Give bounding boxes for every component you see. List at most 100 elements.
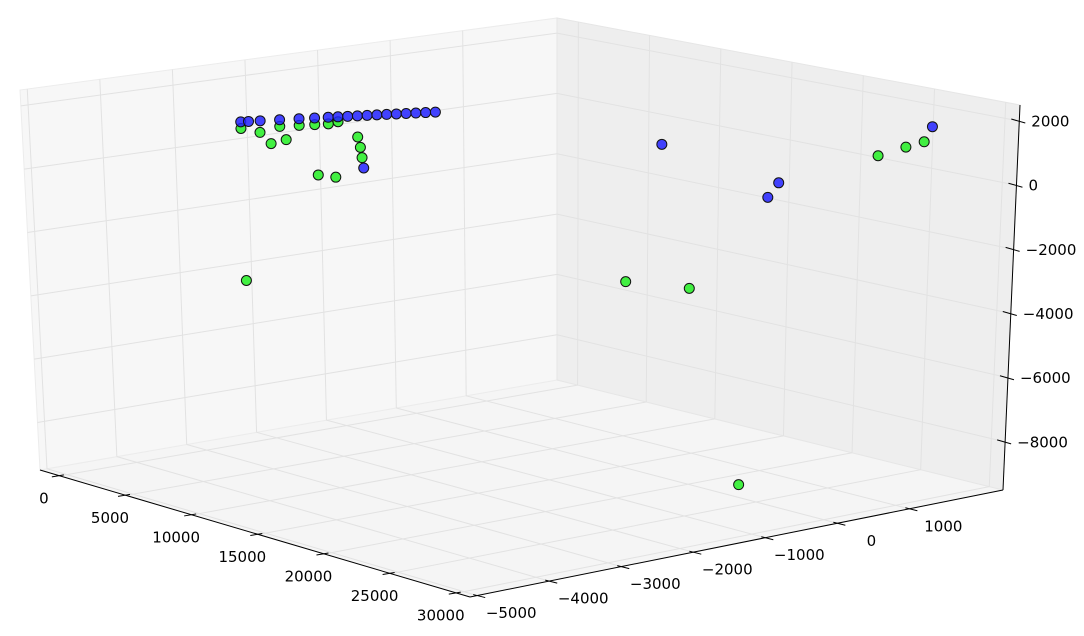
grid-line <box>34 273 558 360</box>
tick-mark <box>761 536 774 541</box>
grid-line <box>192 418 715 516</box>
tick-mark <box>448 591 461 595</box>
tick-mark <box>617 565 630 570</box>
point <box>352 131 364 143</box>
tick-mark <box>545 579 558 584</box>
z-axis-line <box>1002 104 1021 491</box>
point <box>733 479 745 491</box>
grid-line <box>556 334 1006 443</box>
tick-mark <box>250 532 263 536</box>
y-axis-line <box>469 489 1004 598</box>
grid-line <box>556 92 1017 186</box>
points <box>235 106 938 491</box>
y-tick-label: −2000 <box>702 561 753 579</box>
tick-mark <box>316 552 329 556</box>
point <box>332 111 344 123</box>
panes <box>19 17 1021 598</box>
grid-line <box>324 452 853 555</box>
tick-mark <box>184 513 197 517</box>
point <box>265 138 277 150</box>
z-tick-label: −6000 <box>1020 369 1071 387</box>
point <box>900 141 912 153</box>
y-tick-label: −4000 <box>558 590 609 608</box>
grid-line <box>920 88 936 470</box>
point <box>918 136 930 148</box>
point <box>254 115 266 127</box>
point <box>342 110 354 122</box>
z-tick-label: −8000 <box>1017 433 1068 451</box>
x-tick-label: 30000 <box>417 607 465 625</box>
grid-line <box>256 431 694 553</box>
grid-line <box>317 50 327 421</box>
tick-mark <box>1005 246 1020 252</box>
point <box>322 111 334 123</box>
x-tick-label: 5000 <box>91 509 129 527</box>
z-tick-label: 0 <box>1028 177 1038 195</box>
y-tick-label: 1000 <box>924 517 962 535</box>
x-axis-line <box>39 469 471 598</box>
point <box>381 108 393 120</box>
y-tick-label: −3000 <box>630 575 681 593</box>
grid-line <box>99 79 118 457</box>
point <box>762 191 774 203</box>
point <box>280 134 292 146</box>
point <box>410 107 422 119</box>
x-tick-label: 0 <box>39 489 49 507</box>
grid-line <box>24 92 558 170</box>
grid-line <box>645 35 651 403</box>
y-tick-label: −5000 <box>486 604 537 622</box>
point <box>242 115 254 127</box>
point <box>293 113 305 125</box>
point <box>356 152 368 164</box>
tick-mark <box>1002 311 1017 317</box>
grid-line <box>20 32 558 107</box>
grid-line <box>556 273 1009 379</box>
tick-mark <box>999 375 1015 381</box>
tick-mark <box>51 474 64 478</box>
grid-line <box>556 153 1014 250</box>
point <box>240 275 252 287</box>
x-tick-label: 10000 <box>152 528 200 546</box>
tick-mark <box>117 493 131 497</box>
tick-mark <box>382 572 395 576</box>
tick-mark <box>905 507 918 512</box>
grid-line <box>125 401 647 496</box>
grid-line <box>462 30 467 396</box>
grid-line <box>396 407 838 524</box>
grid-line <box>390 469 921 575</box>
grid-line <box>258 435 784 535</box>
point <box>351 110 363 122</box>
point <box>926 121 938 133</box>
tick-mark <box>1008 182 1023 188</box>
grid <box>20 22 1020 597</box>
grid-line <box>714 48 722 419</box>
x-tick-label: 15000 <box>218 548 266 566</box>
grid-line <box>186 443 622 568</box>
grid-line <box>171 69 188 445</box>
point <box>683 282 695 294</box>
point <box>872 150 884 162</box>
point <box>620 276 632 288</box>
grid-line <box>456 486 990 594</box>
y-tick-label: 0 <box>867 532 877 550</box>
point <box>330 171 342 183</box>
grid-line <box>851 75 864 453</box>
tick-mark <box>1011 118 1026 124</box>
point <box>420 107 432 119</box>
point <box>312 169 324 181</box>
grid-line <box>59 384 578 477</box>
point <box>390 108 402 120</box>
point <box>358 162 370 174</box>
point <box>429 106 441 118</box>
point <box>274 114 286 126</box>
point <box>361 109 373 121</box>
tick-mark <box>996 439 1012 445</box>
grid-line <box>782 62 793 436</box>
y-tick-label: −1000 <box>774 546 825 564</box>
z-tick-label: 2000 <box>1031 113 1069 131</box>
point <box>400 107 412 119</box>
point <box>371 109 383 121</box>
point <box>354 141 366 153</box>
grid-line <box>26 89 48 469</box>
